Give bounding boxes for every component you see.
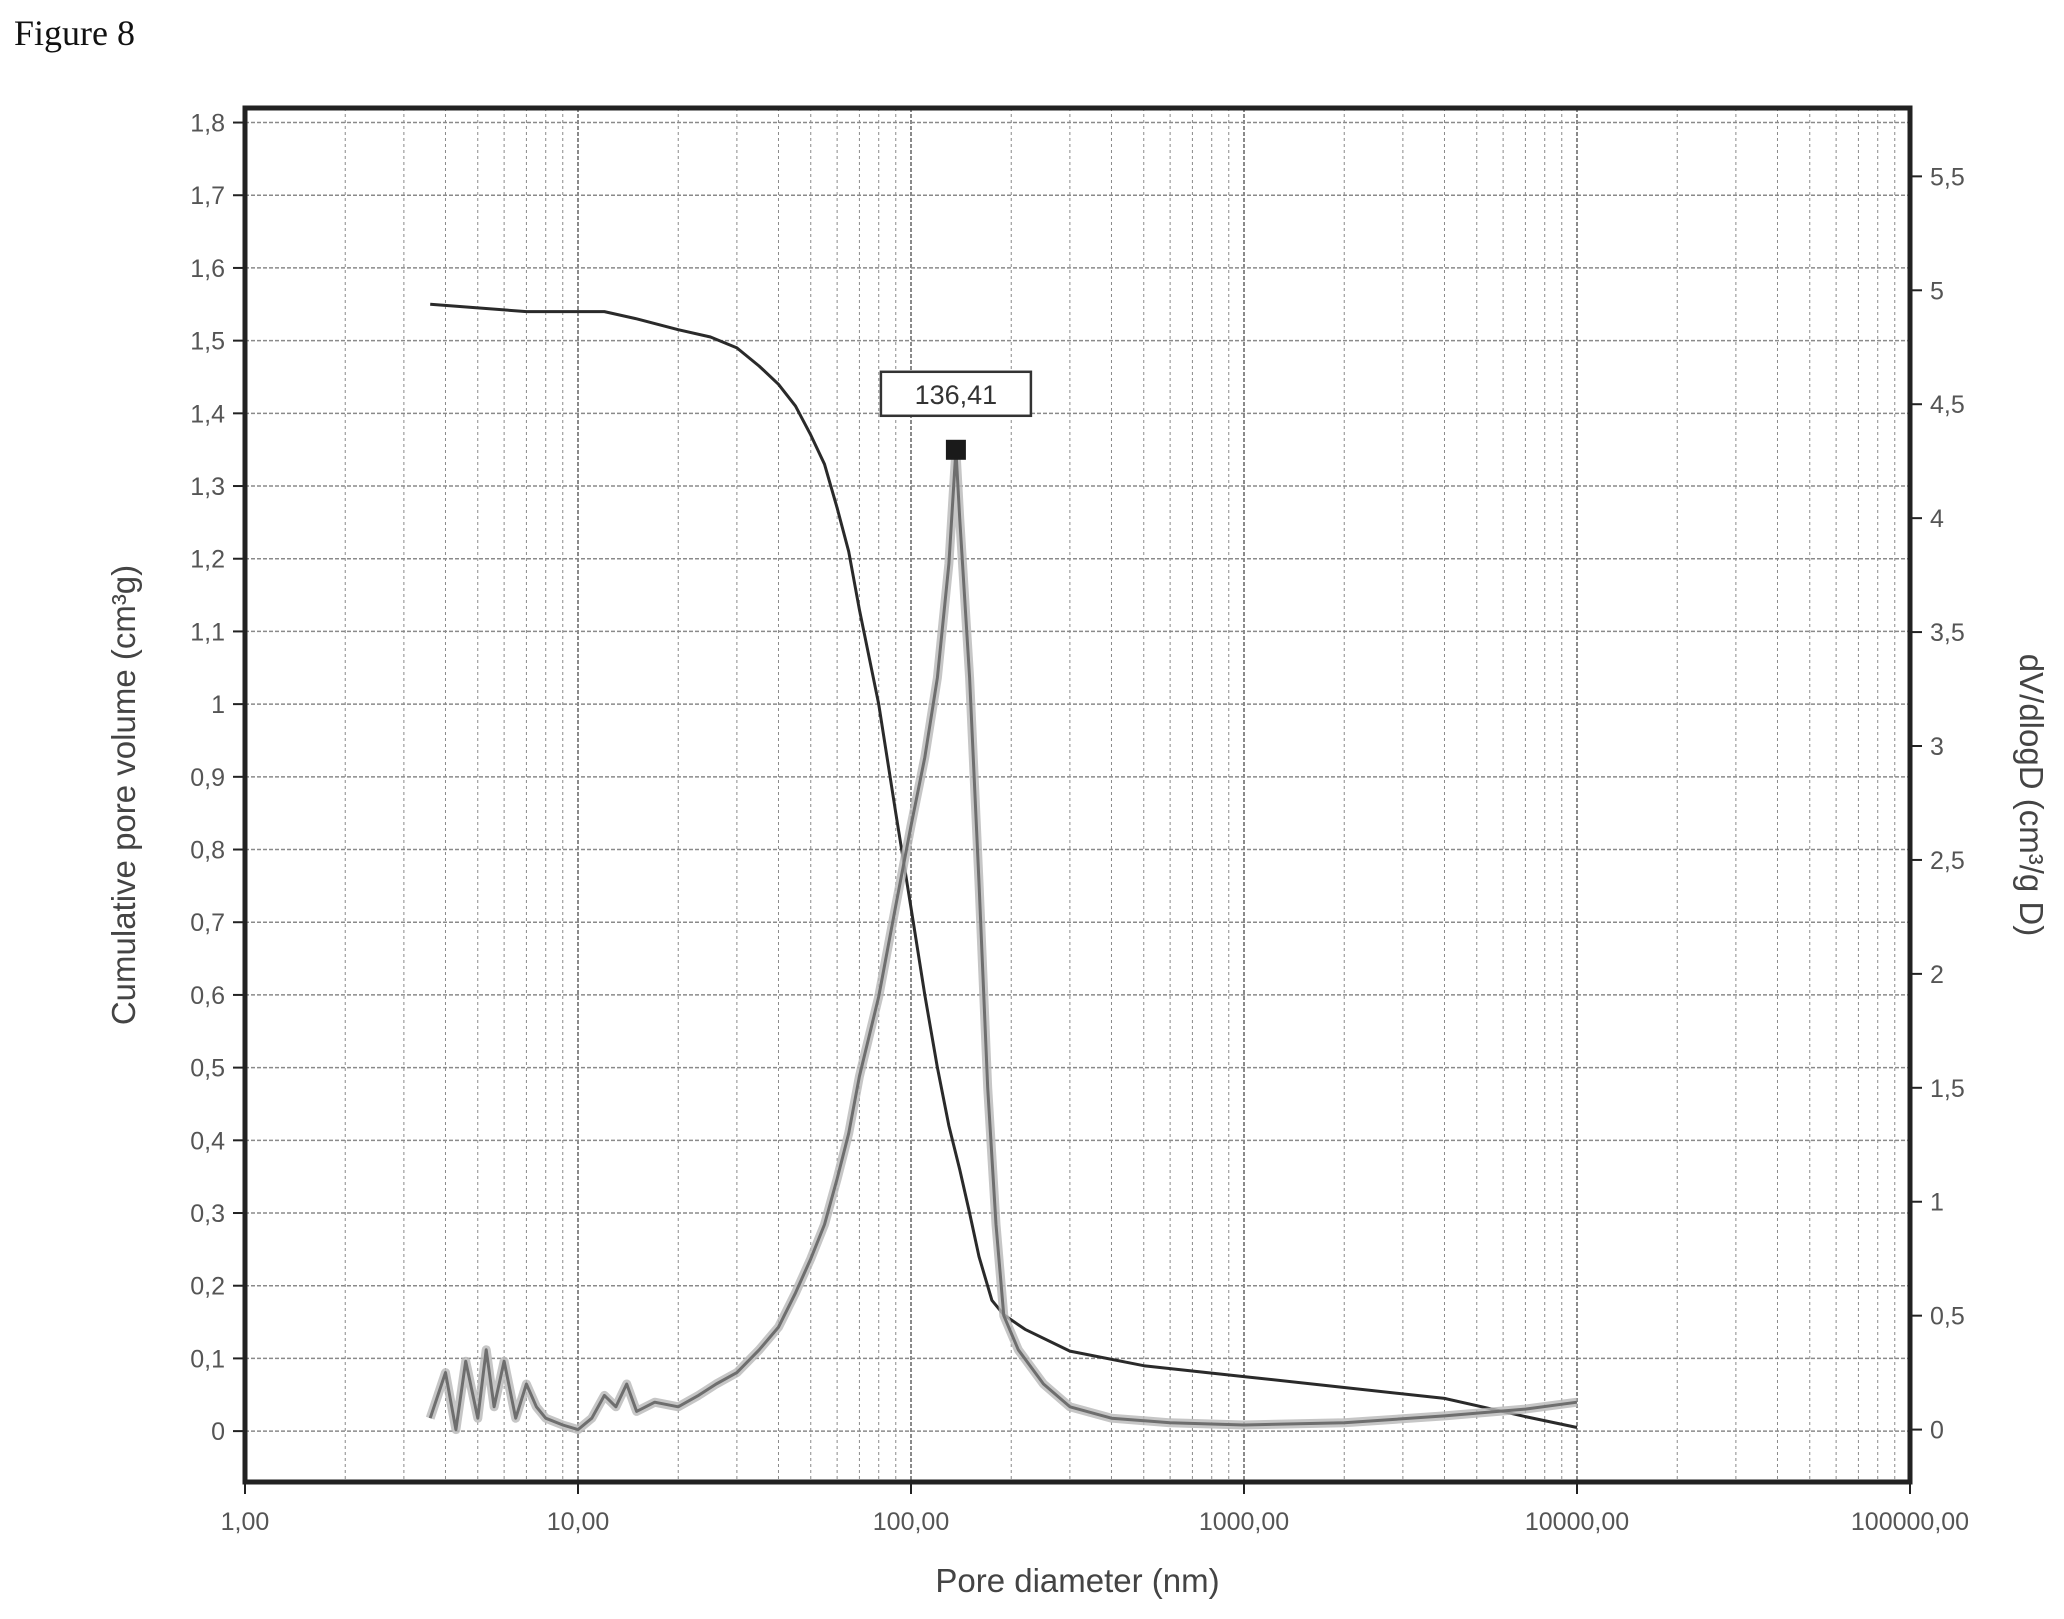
x-tick-label: 1000,00 bbox=[1199, 1508, 1289, 1536]
y-tick-label: 0,8 bbox=[190, 837, 225, 865]
y2-tick-label: 3,5 bbox=[1930, 619, 1965, 647]
x-tick-label: 100,00 bbox=[873, 1508, 949, 1536]
y2-tick-label: 1,5 bbox=[1930, 1075, 1965, 1103]
y-tick-label: 0,1 bbox=[190, 1345, 225, 1373]
x-axis-title: Pore diameter (nm) bbox=[935, 1562, 1219, 1599]
y-tick-label: 1,4 bbox=[190, 400, 225, 428]
y-tick-label: 1,5 bbox=[190, 328, 225, 356]
y2-axis-title: dV/dlogD (cm³/g D) bbox=[2013, 654, 2050, 936]
y2-tick-label: 5 bbox=[1930, 277, 1944, 305]
figure-label: Figure 8 bbox=[14, 13, 135, 53]
y-tick-label: 1 bbox=[211, 691, 225, 719]
y-tick-label: 0 bbox=[211, 1418, 225, 1446]
x-axis-ticks: 1,00 10,00 100,00 1000,00 10000,00 100000,00 bbox=[221, 1482, 1969, 1536]
cumulative-series-line bbox=[430, 302, 1578, 1429]
y-tick-label: 0,5 bbox=[190, 1055, 225, 1083]
peak-label-text: 136,41 bbox=[915, 380, 998, 410]
y-axis-ticks: 0 0,1 0,2 0,3 0,4 0,5 0,6 0,7 0,8 0,9 1 1,1 1,2 1,3 1,… bbox=[190, 110, 245, 1446]
distribution-series-line bbox=[428, 448, 1578, 1432]
y-tick-label: 0,7 bbox=[190, 909, 225, 937]
y2-tick-label: 2,5 bbox=[1930, 847, 1965, 875]
series-layer bbox=[425, 302, 1578, 1435]
annotation-layer: 136,41 bbox=[879, 370, 1033, 460]
y2-tick-label: 4,5 bbox=[1930, 391, 1965, 419]
x-tick-label: 100000,00 bbox=[1851, 1508, 1969, 1536]
peak-label-box bbox=[879, 370, 1033, 418]
y2-tick-label: 0,5 bbox=[1930, 1303, 1965, 1331]
y-tick-label: 0,3 bbox=[190, 1200, 225, 1228]
major-grid bbox=[244, 108, 1911, 1482]
y-tick-label: 1,3 bbox=[190, 473, 225, 501]
y2-tick-label: 1 bbox=[1930, 1189, 1944, 1217]
y-tick-label: 0,6 bbox=[190, 982, 225, 1010]
x-tick-label: 1,00 bbox=[221, 1508, 270, 1536]
y-tick-label: 1,1 bbox=[190, 618, 225, 646]
y2-tick-label: 3 bbox=[1930, 733, 1944, 761]
x-tick-label: 10000,00 bbox=[1525, 1508, 1629, 1536]
x-tick-label: 10,00 bbox=[547, 1508, 610, 1536]
y-tick-label: 1,2 bbox=[190, 546, 225, 574]
minor-grid bbox=[344, 108, 1896, 1482]
y-tick-label: 1,6 bbox=[190, 255, 225, 283]
y2-tick-label: 2 bbox=[1930, 961, 1944, 989]
y2-tick-label: 5,5 bbox=[1930, 163, 1965, 191]
peak-marker bbox=[945, 439, 966, 460]
distribution-series-halo bbox=[425, 445, 1578, 1435]
y2-tick-label: 4 bbox=[1930, 505, 1944, 533]
plot-frame bbox=[242, 105, 1913, 1485]
y-tick-label: 0,2 bbox=[190, 1273, 225, 1301]
y2-tick-label: 0 bbox=[1930, 1417, 1944, 1445]
y-axis-title: Cumulative pore volume (cm³g) bbox=[105, 565, 142, 1025]
y-tick-label: 1,8 bbox=[190, 110, 225, 138]
y-tick-label: 0,4 bbox=[190, 1127, 225, 1155]
y-tick-label: 0,9 bbox=[190, 764, 225, 792]
y-tick-label: 1,7 bbox=[190, 182, 225, 210]
y2-axis-ticks: 0 0,5 1 1,5 2 2,5 3 3,5 4 4,5 5 5,5 bbox=[1910, 163, 1965, 1445]
